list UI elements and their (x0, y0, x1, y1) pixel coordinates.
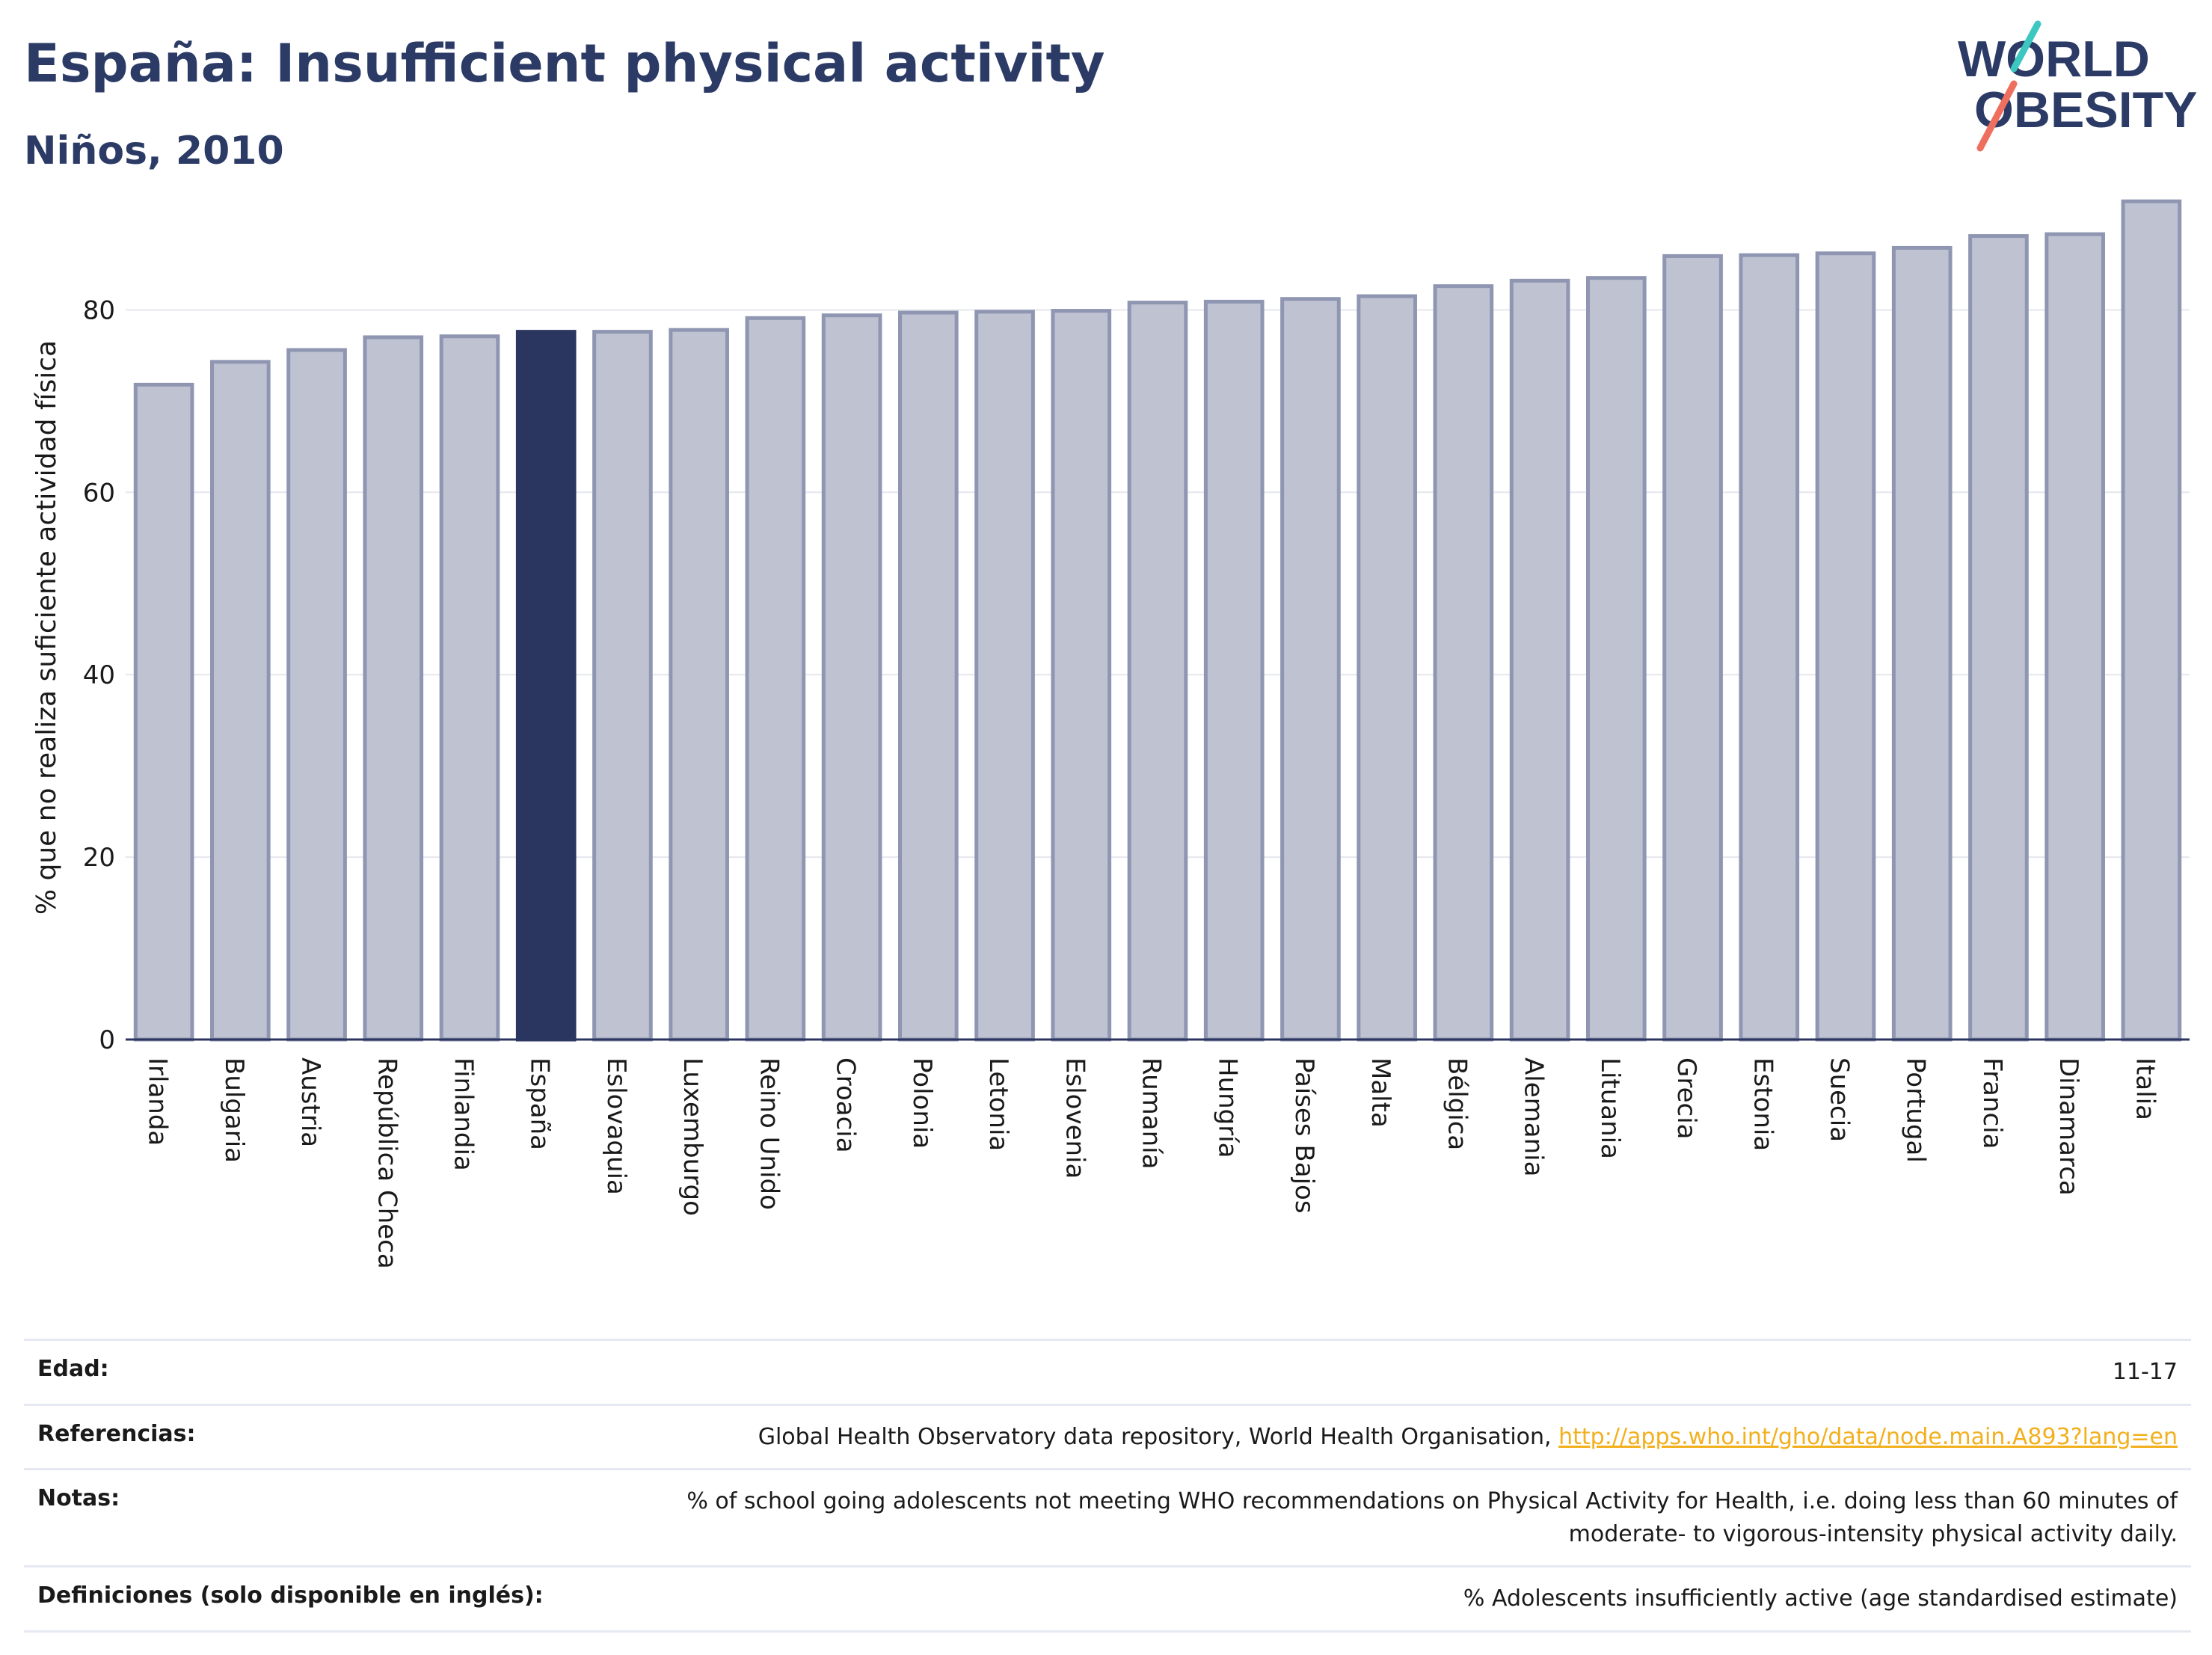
bar-españa[interactable] (515, 330, 577, 1042)
x-tick-label: Portugal (1901, 1057, 1931, 1163)
info-value: 11-17 (556, 1339, 2191, 1404)
x-tick-label: Austria (295, 1057, 325, 1147)
x-tick-label: Bélgica (1442, 1057, 1472, 1150)
bar-finlandia[interactable] (439, 334, 500, 1042)
x-tick-label: Croacia (831, 1057, 861, 1153)
x-tick-label: Bulgaria (219, 1057, 249, 1163)
x-tick-label: Eslovaquia (601, 1057, 631, 1195)
x-tick-label: Italia (2130, 1057, 2160, 1120)
bar-luxemburgo[interactable] (669, 328, 729, 1042)
bar-eslovaquia[interactable] (592, 330, 653, 1042)
x-tick-label: Dinamarca (2053, 1057, 2083, 1196)
x-tick-label: Eslovenia (1060, 1057, 1090, 1179)
bar-estonia[interactable] (1739, 253, 1800, 1042)
bar-bélgica[interactable] (1433, 284, 1494, 1042)
x-tick-label: Polonia (907, 1057, 937, 1149)
bar-irlanda[interactable] (133, 382, 194, 1042)
info-table: Edad: 11-17 Referencias: Global Health O… (24, 1339, 2191, 1633)
x-tick-label: España (525, 1057, 555, 1150)
x-tick-label: Malta (1365, 1057, 1395, 1128)
info-label: Edad: (24, 1339, 557, 1404)
y-tick-label: 0 (99, 1025, 115, 1055)
reference-text: Global Health Observatory data repositor… (758, 1423, 1552, 1450)
info-row-definitions: Definiciones (solo disponible en inglés)… (24, 1565, 2191, 1633)
info-value: % of school going adolescents not meetin… (556, 1468, 2191, 1567)
bar-reino-unido[interactable] (745, 316, 806, 1042)
x-tick-label: República Checa (372, 1057, 402, 1269)
x-tick-label: Irlanda (143, 1057, 173, 1146)
bar-bulgaria[interactable] (210, 360, 271, 1042)
y-tick-label: 60 (83, 478, 115, 508)
bar-suecia[interactable] (1815, 251, 1876, 1042)
x-tick-label: Países Bajos (1289, 1057, 1319, 1214)
x-tick-label: Finlandia (449, 1057, 479, 1171)
world-obesity-logo: WORLD OBESITY (1958, 20, 2198, 152)
info-value: Global Health Observatory data repositor… (556, 1403, 2191, 1470)
x-tick-label: Estonia (1748, 1057, 1778, 1151)
bar-república-checa[interactable] (363, 335, 424, 1042)
x-tick-label: Alemania (1519, 1057, 1549, 1176)
bar-malta[interactable] (1357, 294, 1417, 1042)
bar-hungría[interactable] (1203, 299, 1265, 1042)
logo-text-world: WORLD (1958, 31, 2150, 87)
info-row-age: Edad: 11-17 (24, 1339, 2191, 1404)
y-tick-label: 80 (83, 295, 115, 325)
bar-portugal[interactable] (1891, 245, 1953, 1042)
x-tick-label: Francia (1977, 1057, 2007, 1149)
reference-link[interactable]: http://apps.who.int/gho/data/node.main.A… (1558, 1423, 2178, 1450)
x-tick-label: Reino Unido (754, 1057, 784, 1210)
x-tick-label: Suecia (1825, 1057, 1855, 1142)
x-axis-ticks: Irlanda Bulgaria Austria República Checa Fin… (126, 1038, 2190, 1269)
info-value: % Adolescents insufficiently active (age… (556, 1565, 2191, 1633)
logo-slash-coral (1976, 80, 2018, 152)
bar-países-bajos[interactable] (1280, 297, 1341, 1042)
info-row-references: Referencias: Global Health Observatory d… (24, 1403, 2191, 1470)
info-label: Referencias: (24, 1403, 557, 1470)
x-tick-label: Luxemburgo (678, 1057, 707, 1216)
y-axis-ticks: 0 20 40 60 80 (83, 295, 115, 1055)
y-tick-label: 40 (83, 660, 115, 690)
x-tick-label: Grecia (1671, 1057, 1701, 1139)
info-row-notes: Notas: % of school going adolescents not… (24, 1468, 2191, 1567)
bar-rumanía[interactable] (1127, 301, 1188, 1042)
x-tick-label: Rumanía (1137, 1057, 1167, 1169)
y-axis-label: % que no realiza suficiente actividad fí… (31, 340, 62, 915)
bar-polonia[interactable] (898, 310, 959, 1042)
x-tick-label: Lituania (1595, 1057, 1625, 1159)
bar-francia[interactable] (1968, 234, 2029, 1042)
x-tick-label: Hungría (1213, 1057, 1243, 1158)
info-label: Notas: (24, 1468, 557, 1567)
page-title: España: Insufficient physical activity (24, 33, 1105, 94)
bar-austria[interactable] (286, 348, 347, 1042)
bar-grecia[interactable] (1662, 254, 1723, 1042)
bar-lituania[interactable] (1586, 276, 1647, 1042)
logo-slash-teal (2010, 20, 2042, 73)
bar-chart: 0 20 40 60 80 Irlanda Bulgaria Austria Repúblic… (31, 199, 2190, 1269)
info-label: Definiciones (solo disponible en inglés)… (24, 1565, 557, 1633)
y-tick-label: 20 (83, 843, 115, 873)
bars (133, 199, 2182, 1042)
bar-letonia[interactable] (974, 310, 1035, 1042)
page-subtitle: Niños, 2010 (24, 129, 284, 174)
bar-italia[interactable] (2121, 199, 2182, 1042)
bar-alemania[interactable] (1509, 278, 1570, 1042)
bar-dinamarca[interactable] (2044, 232, 2105, 1042)
bar-croacia[interactable] (821, 313, 882, 1042)
bar-eslovenia[interactable] (1051, 309, 1112, 1042)
x-tick-label: Letonia (983, 1057, 1013, 1151)
